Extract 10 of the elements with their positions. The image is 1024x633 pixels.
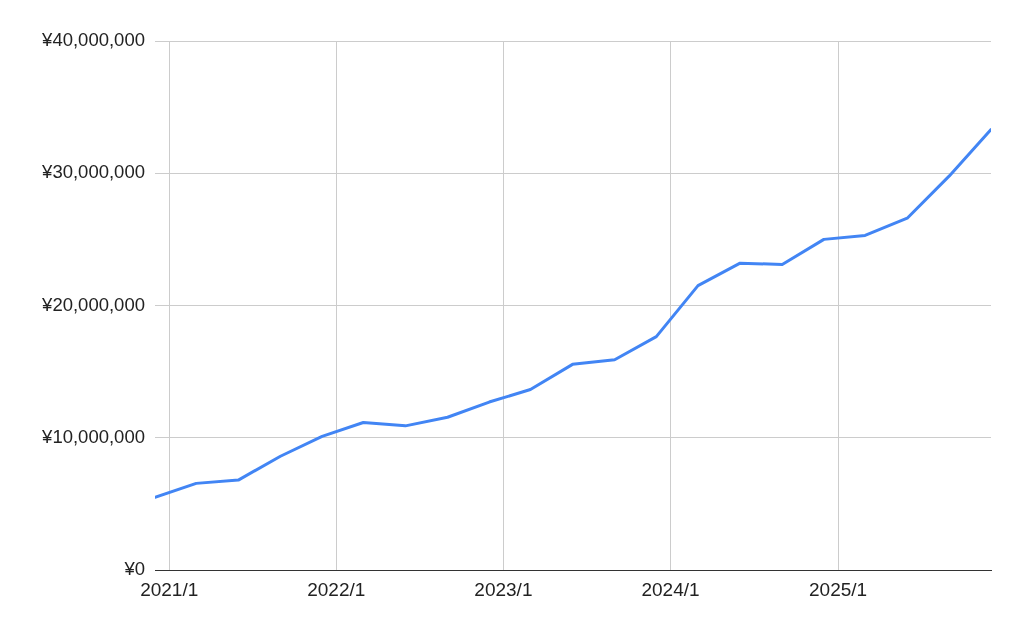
y-tick-label: ¥0: [123, 558, 145, 580]
x-tick-label: 2021/1: [140, 578, 199, 600]
y-tick-label: ¥40,000,000: [41, 29, 145, 51]
y-tick-label: ¥20,000,000: [41, 293, 145, 315]
x-tick-label: 2022/1: [307, 578, 366, 600]
x-tick-label: 2025/1: [809, 578, 868, 600]
y-tick-label: ¥30,000,000: [41, 161, 145, 183]
x-tick-label: 2024/1: [641, 578, 700, 600]
y-tick-label: ¥10,000,000: [41, 425, 145, 447]
x-tick-label: 2023/1: [474, 578, 533, 600]
